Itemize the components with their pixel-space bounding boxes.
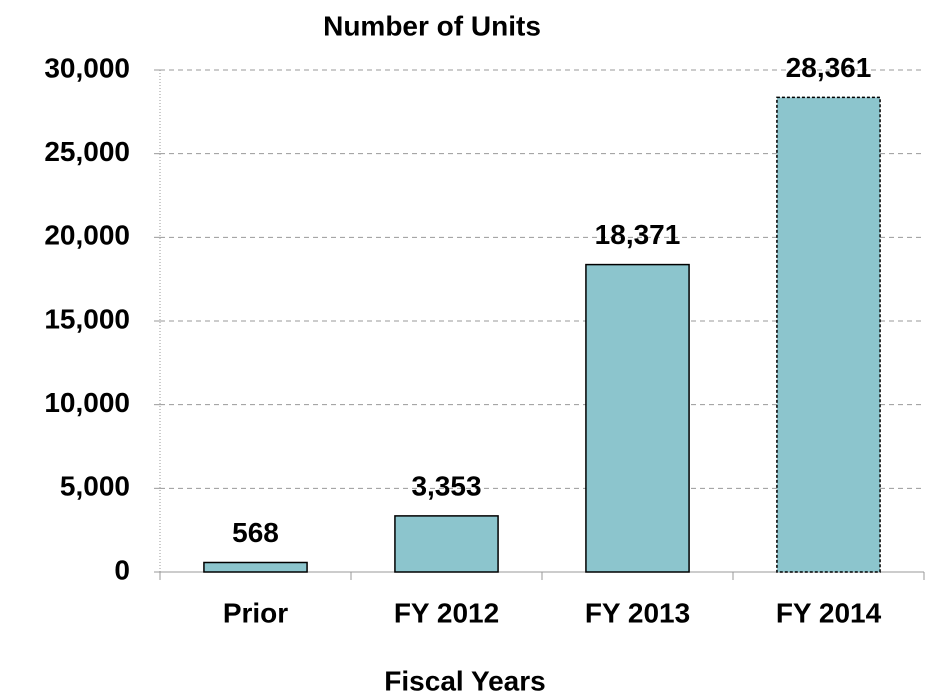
chart-title: Number of Units — [323, 10, 541, 41]
y-tick-label: 20,000 — [44, 220, 130, 251]
x-axis-label: Fiscal Years — [384, 665, 545, 696]
y-tick-label: 0 — [114, 554, 130, 585]
x-tick-label: FY 2013 — [585, 597, 690, 628]
bar — [776, 96, 881, 573]
x-tick-label: FY 2014 — [776, 597, 882, 628]
bar — [585, 263, 690, 573]
y-tick-label: 15,000 — [44, 303, 130, 334]
x-tick-label: FY 2012 — [394, 597, 499, 628]
y-tick-label: 30,000 — [44, 52, 130, 83]
value-label: 18,371 — [595, 219, 681, 250]
y-tick-label: 5,000 — [60, 471, 130, 502]
value-label: 28,361 — [786, 52, 872, 83]
y-tick-label: 25,000 — [44, 136, 130, 167]
x-tick-label: Prior — [223, 597, 288, 628]
value-label: 3,353 — [411, 470, 481, 501]
y-tick-label: 10,000 — [44, 387, 130, 418]
value-label: 568 — [232, 517, 279, 548]
bar — [203, 561, 308, 573]
bar — [394, 515, 499, 573]
